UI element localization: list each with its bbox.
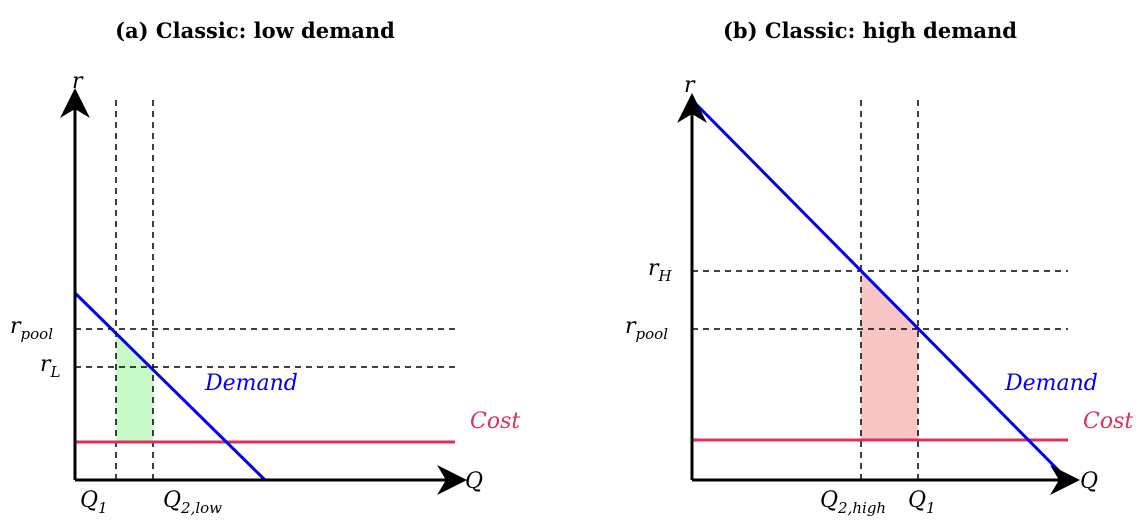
panel-title: (b) Classic: high demand xyxy=(723,18,1017,43)
panel-b: (b) Classic: high demand r Q rH rpool Q2… xyxy=(625,18,1133,517)
panel-title: (a) Classic: low demand xyxy=(115,18,395,43)
x-label: Q1 xyxy=(908,488,936,517)
x-axis-label: Q xyxy=(465,469,483,494)
x-label: Q2,high xyxy=(820,488,886,517)
demand-line xyxy=(73,291,267,482)
y-axis-label: r xyxy=(72,69,84,94)
x-label: Q1 xyxy=(80,488,108,517)
demand-label: Demand xyxy=(1004,371,1098,396)
y-axis-label: r xyxy=(684,73,696,98)
demand-line xyxy=(690,98,1070,482)
cost-label: Cost xyxy=(1083,409,1133,434)
y-label: rL xyxy=(40,352,61,381)
y-label: rpool xyxy=(625,314,668,343)
y-label: rH xyxy=(648,256,673,285)
x-label: Q2,low xyxy=(163,488,222,517)
x-axis-label: Q xyxy=(1080,469,1098,494)
panel-a: (a) Classic: low demand r Q rpool rL Q1 … xyxy=(10,18,520,517)
cost-label: Cost xyxy=(470,409,520,434)
demand-label: Demand xyxy=(204,371,298,396)
shaded-area xyxy=(861,271,918,440)
y-label: rpool xyxy=(10,314,53,343)
shaded-area xyxy=(116,333,153,442)
